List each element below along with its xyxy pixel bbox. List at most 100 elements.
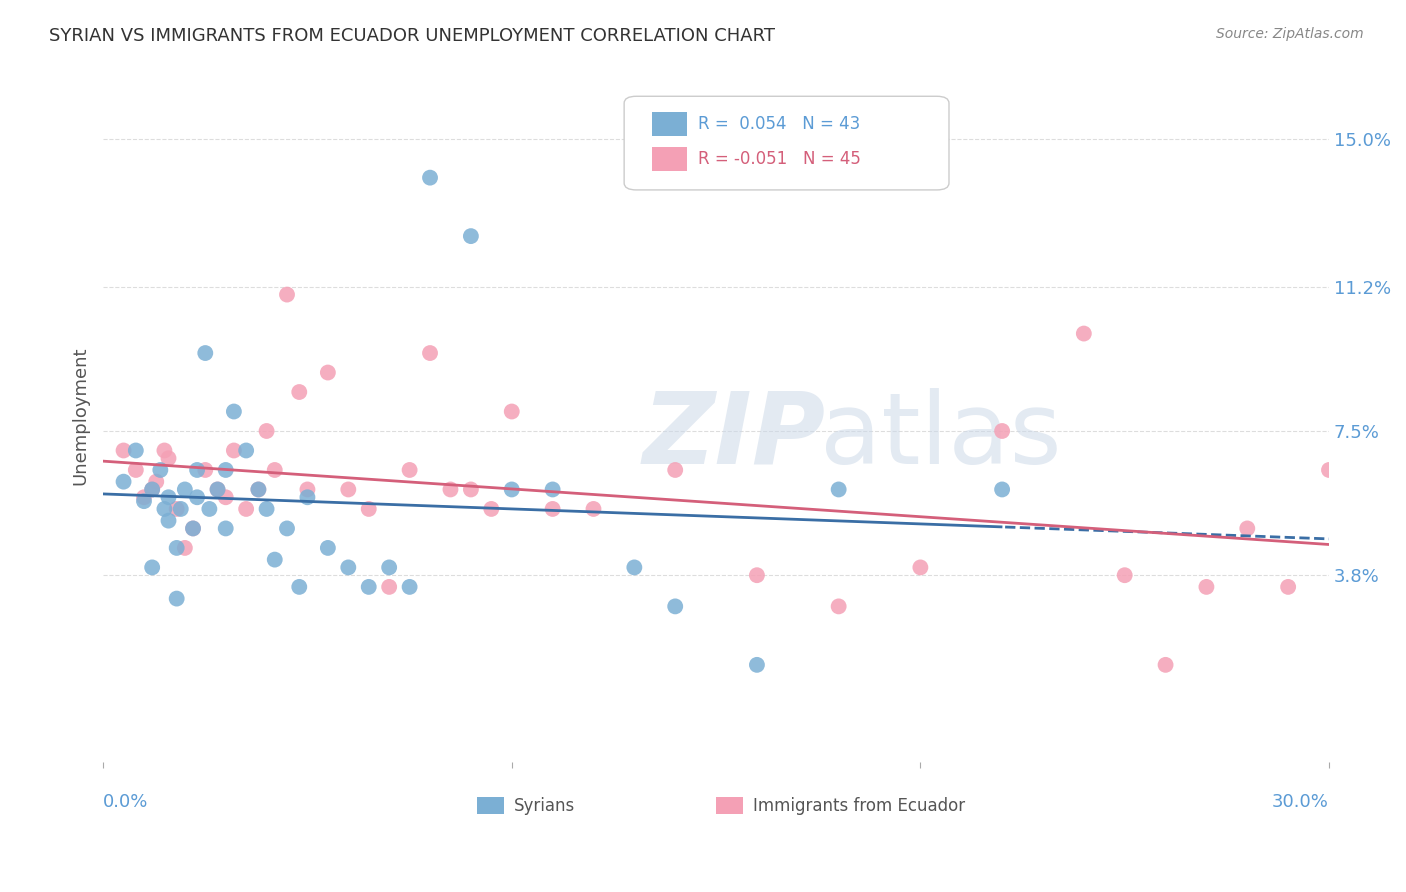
Bar bbox=[716, 797, 742, 814]
Point bbox=[173, 483, 195, 497]
Point bbox=[181, 521, 204, 535]
Point bbox=[198, 502, 221, 516]
Point bbox=[288, 580, 311, 594]
Point bbox=[141, 483, 163, 497]
Point bbox=[145, 475, 167, 489]
Point bbox=[316, 366, 339, 380]
Point bbox=[1195, 580, 1218, 594]
Point bbox=[215, 521, 238, 535]
Point bbox=[256, 424, 278, 438]
Point bbox=[297, 490, 319, 504]
Bar bbox=[652, 112, 686, 136]
Point bbox=[186, 463, 208, 477]
Bar bbox=[477, 797, 503, 814]
Point bbox=[297, 483, 319, 497]
Point bbox=[157, 451, 180, 466]
Text: R =  0.054   N = 43: R = 0.054 N = 43 bbox=[697, 115, 860, 133]
Point bbox=[276, 287, 298, 301]
Point bbox=[501, 483, 523, 497]
Point bbox=[419, 170, 441, 185]
Point bbox=[112, 443, 135, 458]
Text: 0.0%: 0.0% bbox=[103, 794, 149, 812]
Point bbox=[460, 483, 482, 497]
Point bbox=[235, 443, 257, 458]
Bar bbox=[652, 147, 686, 170]
Text: ZIP: ZIP bbox=[643, 388, 825, 484]
Text: SYRIAN VS IMMIGRANTS FROM ECUADOR UNEMPLOYMENT CORRELATION CHART: SYRIAN VS IMMIGRANTS FROM ECUADOR UNEMPL… bbox=[49, 27, 775, 45]
Point bbox=[398, 580, 420, 594]
Point bbox=[247, 483, 270, 497]
Point bbox=[263, 463, 285, 477]
Text: Syrians: Syrians bbox=[513, 797, 575, 815]
Point bbox=[132, 490, 155, 504]
Point bbox=[112, 475, 135, 489]
Point bbox=[337, 483, 360, 497]
Point bbox=[1317, 463, 1340, 477]
Point bbox=[194, 346, 217, 360]
Point bbox=[582, 502, 605, 516]
Text: Immigrants from Ecuador: Immigrants from Ecuador bbox=[752, 797, 965, 815]
Point bbox=[235, 502, 257, 516]
Point bbox=[991, 424, 1014, 438]
Point bbox=[541, 502, 564, 516]
Point bbox=[132, 494, 155, 508]
Point bbox=[1114, 568, 1136, 582]
Point bbox=[153, 502, 176, 516]
Point bbox=[316, 541, 339, 555]
Point bbox=[263, 552, 285, 566]
Point bbox=[215, 490, 238, 504]
Point bbox=[378, 560, 401, 574]
Point bbox=[222, 404, 245, 418]
Point bbox=[623, 560, 645, 574]
Text: atlas: atlas bbox=[820, 388, 1062, 484]
Point bbox=[170, 502, 193, 516]
Text: 30.0%: 30.0% bbox=[1272, 794, 1329, 812]
Point bbox=[157, 514, 180, 528]
Point bbox=[166, 541, 188, 555]
Point bbox=[215, 463, 238, 477]
Point bbox=[460, 229, 482, 244]
Point bbox=[664, 463, 686, 477]
Point bbox=[664, 599, 686, 614]
Point bbox=[153, 443, 176, 458]
Point bbox=[166, 591, 188, 606]
Point bbox=[357, 580, 380, 594]
Point bbox=[827, 599, 849, 614]
Point bbox=[256, 502, 278, 516]
Point bbox=[398, 463, 420, 477]
Point bbox=[419, 346, 441, 360]
Point bbox=[479, 502, 502, 516]
Point bbox=[439, 483, 461, 497]
Y-axis label: Unemployment: Unemployment bbox=[72, 346, 89, 484]
Point bbox=[125, 463, 148, 477]
Point bbox=[1236, 521, 1258, 535]
Point bbox=[745, 657, 768, 672]
Point bbox=[276, 521, 298, 535]
Point bbox=[1277, 580, 1299, 594]
Point bbox=[125, 443, 148, 458]
Point bbox=[157, 490, 180, 504]
Point bbox=[378, 580, 401, 594]
Point bbox=[541, 483, 564, 497]
Point bbox=[991, 483, 1014, 497]
Point bbox=[910, 560, 932, 574]
Point bbox=[141, 483, 163, 497]
Point bbox=[247, 483, 270, 497]
Point bbox=[1073, 326, 1095, 341]
Point bbox=[337, 560, 360, 574]
Point bbox=[149, 463, 172, 477]
Point bbox=[141, 560, 163, 574]
Point bbox=[194, 463, 217, 477]
Text: Source: ZipAtlas.com: Source: ZipAtlas.com bbox=[1216, 27, 1364, 41]
Point bbox=[288, 384, 311, 399]
Point bbox=[357, 502, 380, 516]
Point bbox=[207, 483, 229, 497]
Point bbox=[745, 568, 768, 582]
Point bbox=[501, 404, 523, 418]
Text: R = -0.051   N = 45: R = -0.051 N = 45 bbox=[697, 150, 860, 168]
Point bbox=[186, 490, 208, 504]
FancyBboxPatch shape bbox=[624, 96, 949, 190]
Point bbox=[827, 483, 849, 497]
Point bbox=[181, 521, 204, 535]
Point bbox=[173, 541, 195, 555]
